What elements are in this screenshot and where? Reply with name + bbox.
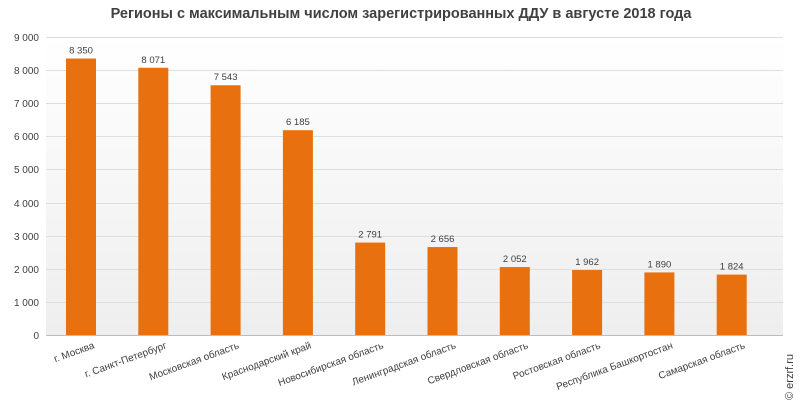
data-label: 1 824 — [720, 262, 744, 273]
source-credit: © erzrf.ru — [784, 354, 796, 400]
data-label: 6 185 — [286, 117, 310, 128]
bar — [355, 242, 386, 335]
y-tick-label: 0 — [33, 331, 39, 342]
bar — [66, 58, 96, 336]
data-label: 2 052 — [503, 254, 527, 265]
data-label: 2 791 — [358, 230, 382, 241]
data-label: 1 962 — [575, 257, 599, 268]
data-label: 7 543 — [214, 72, 238, 83]
bar — [499, 267, 530, 335]
data-label: 2 656 — [431, 234, 455, 245]
bars — [66, 58, 747, 336]
y-tick-label: 3 000 — [14, 232, 39, 243]
y-axis: 0 1 000 2 000 3 000 4 000 5 000 6 000 7 000 8 00… — [14, 33, 39, 342]
data-label: 8 350 — [69, 46, 93, 57]
x-tick-label: Республика Башкортостан — [555, 340, 675, 393]
gridlines — [46, 37, 783, 336]
bar — [138, 67, 169, 335]
y-tick-label: 6 000 — [14, 132, 39, 143]
data-labels: 8 350 8 071 7 543 6 185 2 791 2 656 2 052 1 962… — [69, 46, 743, 273]
y-tick-label: 9 000 — [14, 33, 39, 44]
y-tick-label: 5 000 — [14, 165, 39, 176]
y-tick-label: 2 000 — [14, 265, 39, 276]
bar — [282, 130, 313, 335]
bar — [210, 85, 241, 335]
bar — [644, 272, 675, 335]
y-tick-label: 8 000 — [14, 66, 39, 77]
bar — [427, 247, 458, 335]
bar — [716, 274, 747, 335]
data-label: 8 071 — [141, 55, 165, 66]
y-tick-label: 1 000 — [14, 298, 39, 309]
x-tick-label: г. Москва — [53, 340, 97, 365]
y-tick-label: 7 000 — [14, 99, 39, 110]
chart-title: Регионы с максимальным числом зарегистри… — [111, 6, 693, 22]
y-tick-label: 4 000 — [14, 199, 39, 210]
data-label: 1 890 — [648, 259, 672, 270]
bar — [572, 270, 603, 335]
